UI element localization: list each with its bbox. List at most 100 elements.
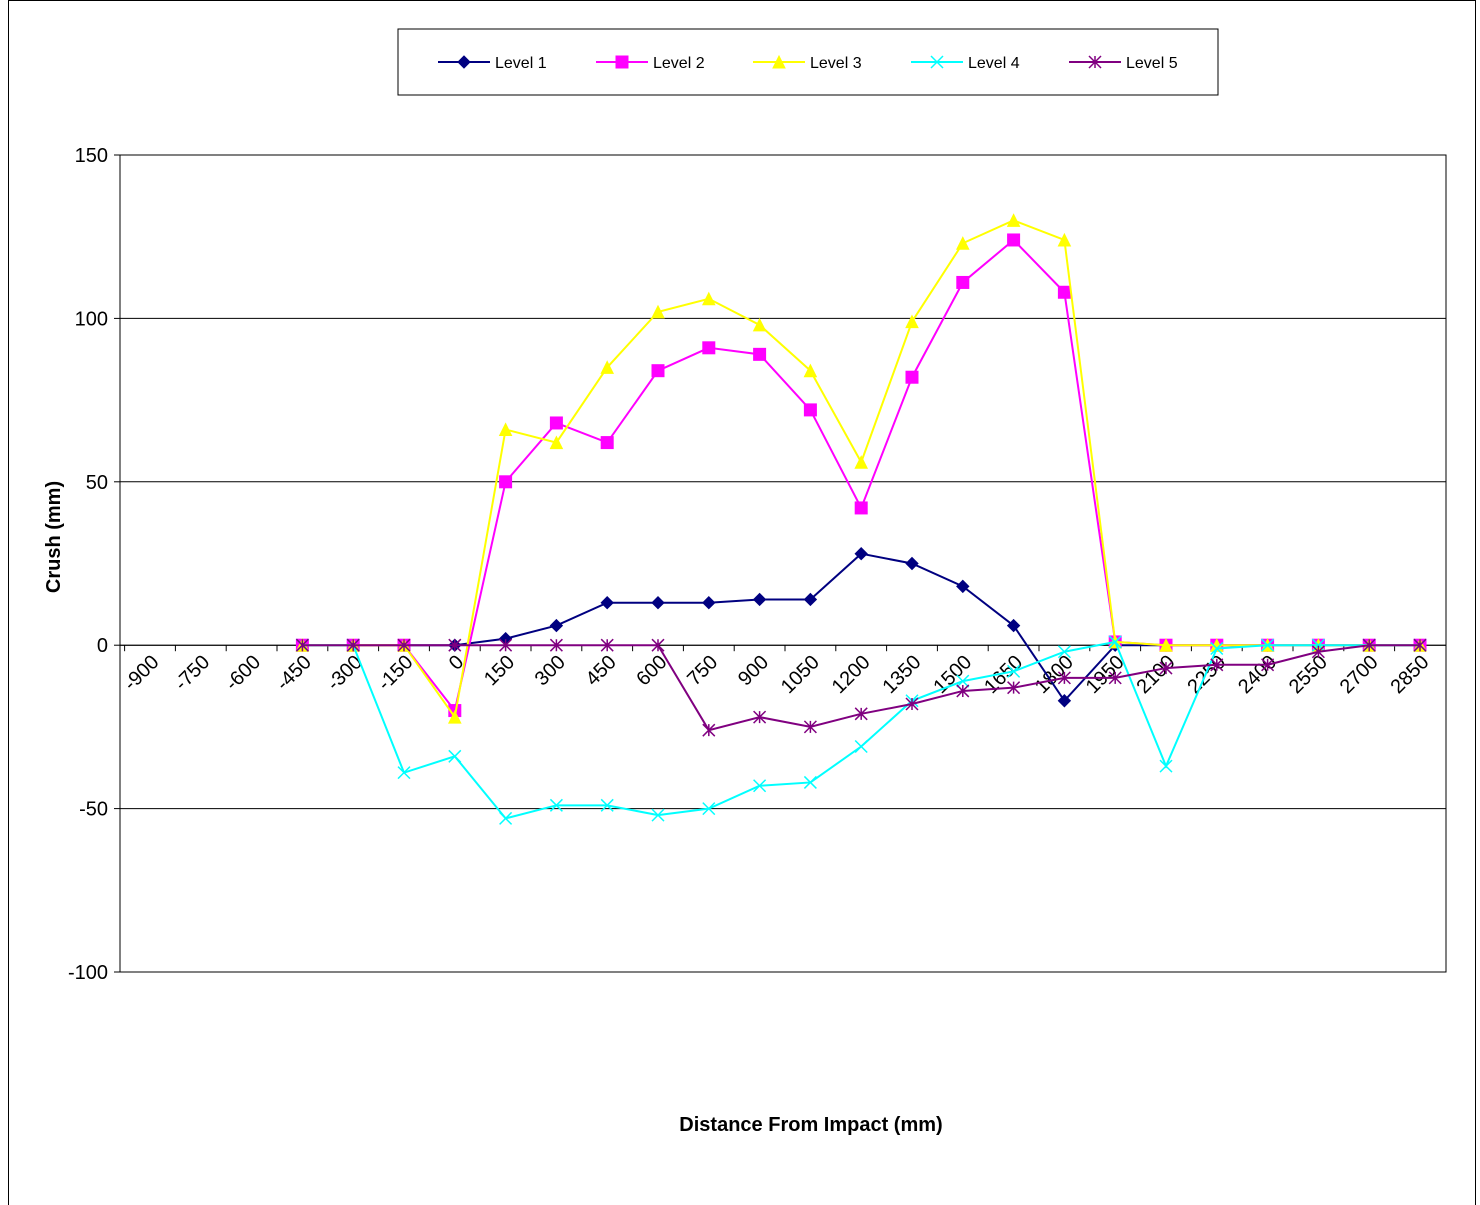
data-point xyxy=(1210,641,1224,655)
legend-label: Level 4 xyxy=(968,55,1020,72)
data-point xyxy=(1159,661,1173,675)
data-point xyxy=(1413,638,1427,652)
data-point xyxy=(854,707,868,721)
legend-label: Level 3 xyxy=(810,55,862,72)
data-point xyxy=(448,638,462,652)
legend-marker xyxy=(1088,55,1102,69)
y-tick-label: 100 xyxy=(75,308,108,330)
data-point xyxy=(600,798,614,812)
data-point xyxy=(1108,635,1122,649)
legend-marker xyxy=(615,55,629,69)
data-point xyxy=(955,236,970,250)
data-point xyxy=(702,723,716,737)
data-point xyxy=(448,749,462,763)
legend-marker xyxy=(457,55,471,69)
legend-item-2: Level 2 xyxy=(596,55,705,72)
data-point xyxy=(498,422,513,437)
data-point xyxy=(854,455,869,469)
y-axis: -100 -50 0 50 100 150 xyxy=(68,145,120,984)
data-point xyxy=(1007,664,1021,678)
data-point xyxy=(854,501,868,515)
data-point xyxy=(1311,638,1325,652)
data-point xyxy=(651,638,665,652)
x-axis-title: Distance From Impact (mm) xyxy=(679,1114,942,1136)
data-point xyxy=(752,592,767,607)
data-point xyxy=(956,674,970,688)
data-point xyxy=(651,596,665,610)
data-point xyxy=(753,779,767,793)
data-point xyxy=(397,766,411,780)
data-point xyxy=(1159,638,1173,652)
data-point xyxy=(346,638,360,652)
data-point xyxy=(1261,658,1275,672)
data-point xyxy=(905,314,919,329)
data-point xyxy=(803,775,817,789)
data-point xyxy=(1210,658,1224,672)
data-point xyxy=(549,618,564,633)
data-point xyxy=(1057,645,1071,659)
data-point xyxy=(600,436,614,450)
data-point xyxy=(397,638,411,652)
data-point xyxy=(1007,681,1021,695)
data-point xyxy=(905,370,919,384)
data-point xyxy=(1057,694,1072,708)
data-point xyxy=(803,720,817,734)
data-point xyxy=(1362,638,1376,652)
data-point xyxy=(702,596,716,610)
data-point xyxy=(956,684,970,698)
data-point xyxy=(1159,759,1173,773)
legend-marker xyxy=(930,55,944,69)
legend-item-3: Level 3 xyxy=(753,54,862,72)
data-point xyxy=(753,710,767,724)
data-point xyxy=(499,475,513,489)
chart-frame xyxy=(8,0,1476,1205)
data-point xyxy=(499,811,513,825)
data-point xyxy=(956,579,970,594)
y-tick-label: 50 xyxy=(86,472,108,494)
data-point xyxy=(1057,232,1072,247)
data-point xyxy=(1311,645,1325,659)
data-point xyxy=(702,802,716,816)
y-tick-label: 0 xyxy=(97,635,108,657)
data-point xyxy=(499,638,513,652)
data-point xyxy=(1108,671,1122,685)
data-point xyxy=(600,638,614,652)
data-point xyxy=(803,363,818,378)
plot-area xyxy=(119,154,1447,973)
data-point xyxy=(549,435,564,450)
legend-label: Level 5 xyxy=(1126,55,1178,72)
series-layer xyxy=(295,213,1427,825)
data-point xyxy=(905,697,919,711)
data-point xyxy=(752,317,767,332)
legend: Level 1 Level 2 Level 3 Level 4 Level 5 xyxy=(397,28,1219,96)
data-point xyxy=(854,546,868,561)
data-point xyxy=(701,291,716,306)
legend-item-4: Level 4 xyxy=(911,55,1020,72)
data-point xyxy=(803,403,817,417)
legend-item-1: Level 1 xyxy=(438,55,547,72)
data-point xyxy=(651,364,665,378)
y-tick-label: -50 xyxy=(79,799,108,821)
data-point xyxy=(549,798,563,812)
data-point xyxy=(803,592,818,607)
data-point xyxy=(1006,213,1021,227)
data-point xyxy=(447,709,462,724)
y-tick-label: -100 xyxy=(68,962,108,984)
data-point xyxy=(295,638,309,652)
series-5 xyxy=(295,638,1427,737)
data-point xyxy=(702,341,716,355)
data-point xyxy=(956,275,970,289)
data-point xyxy=(549,416,563,430)
data-point xyxy=(1057,285,1071,299)
data-point xyxy=(1007,233,1021,247)
legend-marker xyxy=(772,54,786,69)
legend-label: Level 1 xyxy=(495,55,547,72)
data-point xyxy=(549,638,563,652)
data-point xyxy=(651,304,665,319)
data-point xyxy=(905,556,919,571)
data-point xyxy=(600,596,614,610)
data-point xyxy=(854,739,868,754)
data-point xyxy=(1006,618,1021,633)
data-point xyxy=(1057,671,1071,685)
